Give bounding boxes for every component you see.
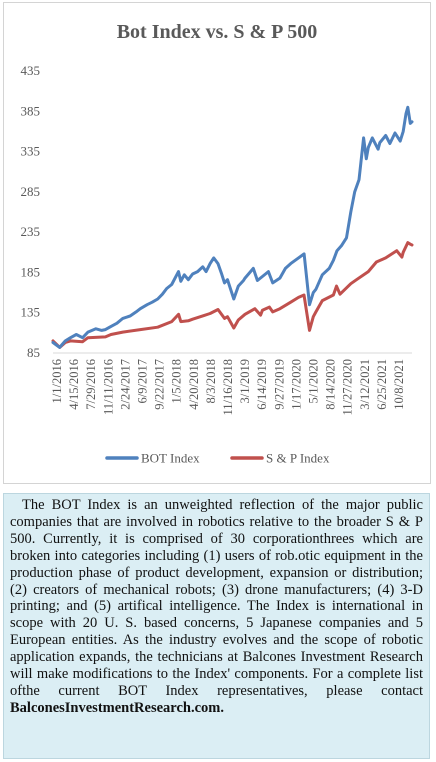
y-tick-label: 85 — [27, 345, 40, 360]
x-tick-label: 11/16/2018 — [221, 359, 235, 415]
x-tick-label: 6/25/2021 — [375, 359, 389, 410]
x-tick-label: 11/11/2016 — [101, 359, 115, 415]
x-tick-label: 1/1/2016 — [50, 359, 64, 403]
y-tick-label: 135 — [21, 305, 41, 320]
legend-sp-index-label: S & P Index — [266, 451, 330, 466]
chart-title: Bot Index vs. S & P 500 — [116, 21, 318, 43]
x-tick-label: 5/1/2020 — [307, 359, 321, 403]
description-box: The BOT Index is an unweighted reflectio… — [3, 493, 430, 759]
y-tick-label: 185 — [21, 264, 41, 279]
x-tick-label: 4/15/2016 — [67, 359, 81, 410]
x-tick-label: 7/29/2016 — [84, 359, 98, 410]
x-tick-label: 1/5/2018 — [170, 359, 184, 403]
x-tick-label: 10/8/2021 — [392, 359, 406, 410]
x-tick-label: 4/20/2018 — [187, 359, 201, 410]
x-tick-label: 9/27/2019 — [272, 359, 286, 410]
series-line-bot-index — [51, 105, 414, 349]
x-tick-label: 6/9/2017 — [136, 359, 150, 403]
x-tick-label: 2/24/2017 — [118, 359, 132, 410]
x-tick-label: 6/14/2019 — [255, 359, 269, 410]
y-tick-label: 285 — [21, 184, 41, 199]
series-line-s-p-index — [51, 241, 414, 349]
website-link[interactable]: BalconesInvestmentResearch.com. — [10, 699, 224, 716]
y-tick-label: 435 — [21, 63, 41, 78]
y-tick-label: 235 — [21, 224, 41, 239]
x-tick-label: 11/27/2020 — [341, 359, 355, 415]
x-tick-label: 1/17/2020 — [289, 359, 303, 410]
x-tick-label: 3/1/2019 — [238, 359, 252, 403]
x-tick-label: 3/12/2021 — [358, 359, 372, 410]
description-paragraph: The BOT Index is an unweighted reflectio… — [10, 497, 423, 717]
x-tick-label: 8/3/2018 — [204, 359, 218, 403]
legend-bot-index-label: BOT Index — [141, 451, 200, 466]
y-tick-label: 335 — [21, 144, 41, 159]
chart-container: Bot Index vs. S & P 500 85 135 185 235 285 33… — [3, 2, 431, 484]
chart-plot: 85 135 185 235 285 335 385 435 1/1/2016 4/15/2016… — [21, 63, 414, 466]
x-tick-label: 8/14/2020 — [324, 359, 338, 410]
y-tick-label: 385 — [21, 103, 41, 118]
x-tick-label: 9/22/2017 — [153, 359, 167, 410]
description-text: The BOT Index is an unweighted reflectio… — [10, 497, 423, 699]
